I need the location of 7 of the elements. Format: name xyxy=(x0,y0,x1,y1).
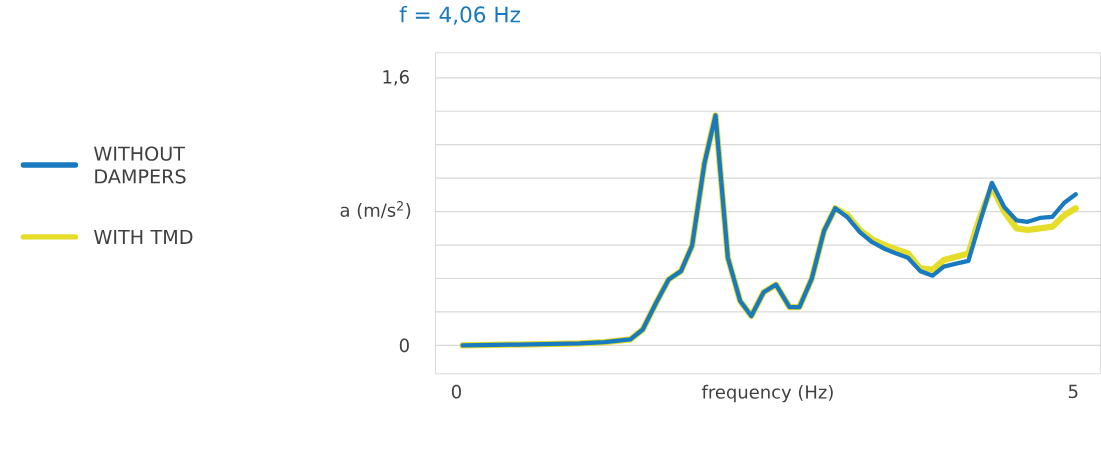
x-axis-title: frequency (Hz) xyxy=(701,384,833,403)
legend-label: WITH TMD xyxy=(94,230,193,245)
x-tick-label: 5 xyxy=(1068,384,1078,399)
y-axis-title: a (m/s$^{2}$) xyxy=(340,201,411,220)
legend-label: WITHOUT DAMPERS xyxy=(94,146,186,184)
chart-title: f = 4,06 Hz xyxy=(399,6,520,25)
y-tick-label: 1,6 xyxy=(383,70,409,86)
